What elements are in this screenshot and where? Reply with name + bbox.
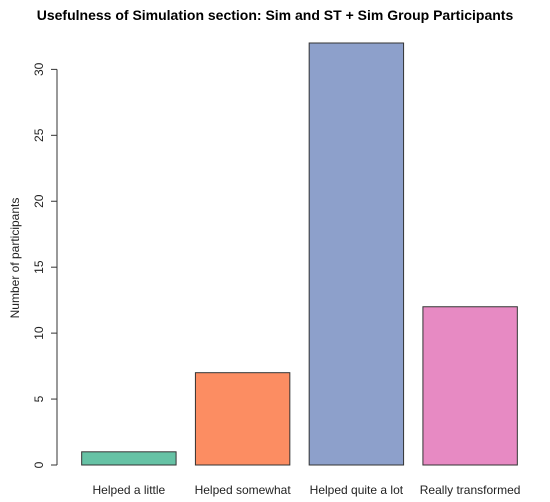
x-category-label: Helped a little — [93, 483, 166, 497]
y-tick-label: 20 — [32, 194, 46, 208]
y-tick-label: 10 — [32, 326, 46, 340]
bar-really-transformed — [422, 306, 518, 466]
y-axis: 0 5 10 15 20 25 30 — [32, 62, 58, 468]
y-tick-label: 25 — [32, 128, 46, 142]
bar-helped-a-little — [81, 451, 177, 466]
bars-group — [81, 42, 518, 466]
y-tick-label: 30 — [32, 62, 46, 76]
x-axis-labels: Helped a little Helped somewhat Helped qui… — [93, 483, 521, 497]
bar-helped-quite-a-lot — [308, 42, 405, 466]
y-tick-label: 15 — [32, 260, 46, 274]
x-category-label: Really transformed — [420, 483, 521, 497]
x-category-label: Helped quite a lot — [310, 483, 404, 497]
x-category-label: Helped somewhat — [195, 483, 292, 497]
y-tick-label: 0 — [32, 461, 46, 468]
y-tick-label: 5 — [32, 395, 46, 402]
chart-title: Usefulness of Simulation section: Sim an… — [37, 7, 514, 23]
bar-helped-somewhat — [194, 372, 291, 466]
y-axis-label: Number of participants — [8, 198, 22, 319]
